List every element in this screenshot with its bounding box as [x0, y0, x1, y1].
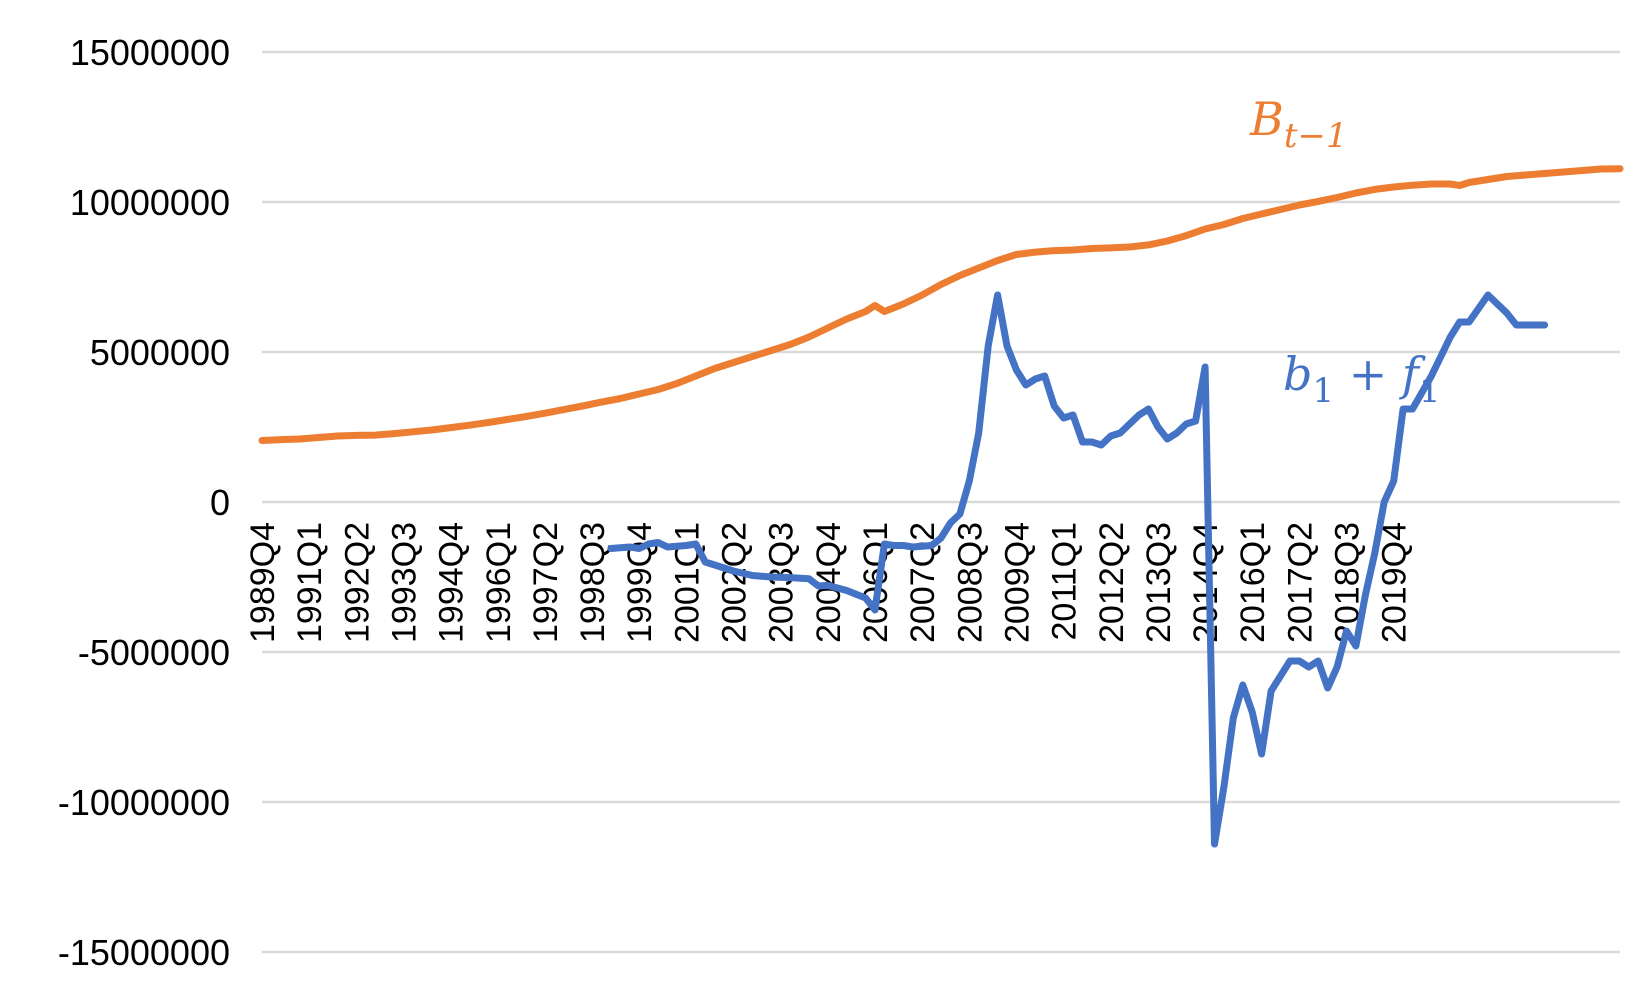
- y-tick-label: -15000000: [58, 932, 230, 973]
- x-tick-label: 2011Q1: [1046, 522, 1084, 640]
- x-tick-label: 2002Q2: [716, 522, 754, 643]
- x-tick-label: 1998Q3: [574, 522, 612, 643]
- y-tick-label: 15000000: [70, 32, 230, 73]
- y-tick-label: 5000000: [90, 332, 230, 373]
- x-tick-label: 2001Q1: [668, 522, 706, 643]
- x-tick-label: 1996Q1: [480, 522, 518, 643]
- x-tick-label: 1994Q4: [433, 522, 471, 643]
- x-tick-label: 2012Q2: [1093, 522, 1131, 643]
- annotation-b-t-minus-1: Bt−1: [1249, 92, 1348, 156]
- series-line-b-t-minus-1: [258, 165, 1624, 444]
- series-line-b1-plus-f1: [607, 291, 1549, 848]
- x-tick-label: 2008Q3: [951, 522, 989, 643]
- x-tick-label: 2003Q3: [763, 522, 801, 643]
- x-tick-label: 1992Q2: [338, 522, 376, 643]
- x-tick-label: 1989Q4: [244, 522, 282, 643]
- y-tick-label: 10000000: [70, 182, 230, 223]
- x-tick-label: 1991Q1: [291, 522, 329, 643]
- x-tick-label: 2009Q4: [998, 522, 1036, 643]
- x-tick-label: 2017Q2: [1281, 522, 1319, 643]
- x-axis: 1989Q4 1991Q1 1992Q2 1993Q3 1994Q4 1996Q1 1997…: [244, 522, 1414, 643]
- x-tick-label: 1993Q3: [385, 522, 423, 643]
- y-tick-label: -10000000: [58, 782, 230, 823]
- x-tick-label: 1997Q2: [527, 522, 565, 643]
- x-tick-label: 2016Q1: [1234, 522, 1272, 643]
- annotation-b1-plus-f1: b1 + f1: [1283, 347, 1441, 411]
- x-tick-label: 2019Q4: [1376, 522, 1414, 643]
- y-tick-label: -5000000: [78, 632, 230, 673]
- y-tick-label: 0: [210, 482, 230, 523]
- grid-lines: [262, 50, 1620, 954]
- x-tick-label: 2013Q3: [1140, 522, 1178, 643]
- y-axis: 15000000 10000000 5000000 0 -5000000 -1000000…: [58, 32, 230, 973]
- series-lines: [258, 165, 1624, 848]
